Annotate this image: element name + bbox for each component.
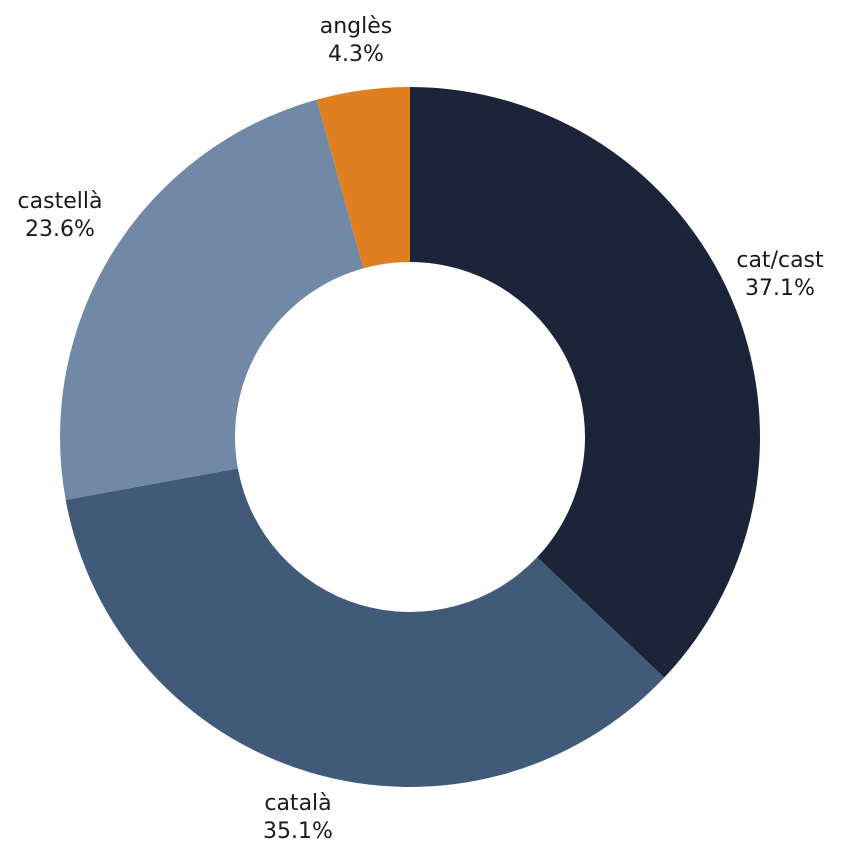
slice-angl-s <box>316 87 410 269</box>
slice-castell- <box>60 99 364 500</box>
slice-category-label: cat/cast <box>736 248 824 273</box>
slice-category-label: català <box>264 791 331 816</box>
slice-value-label: 35.1% <box>263 819 333 844</box>
slice-category-label: anglès <box>320 14 393 39</box>
slice-labels: cat/cast 37.1% català 35.1% castellà 23.6% ang… <box>18 14 824 844</box>
slice-value-label: 37.1% <box>745 276 815 301</box>
slice-value-label: 23.6% <box>25 217 95 242</box>
donut-slices <box>60 87 760 788</box>
slice-catal- <box>65 468 665 788</box>
slice-category-label: castellà <box>18 189 103 214</box>
slice-value-label: 4.3% <box>328 42 384 67</box>
slice-cat-cast <box>410 87 760 678</box>
